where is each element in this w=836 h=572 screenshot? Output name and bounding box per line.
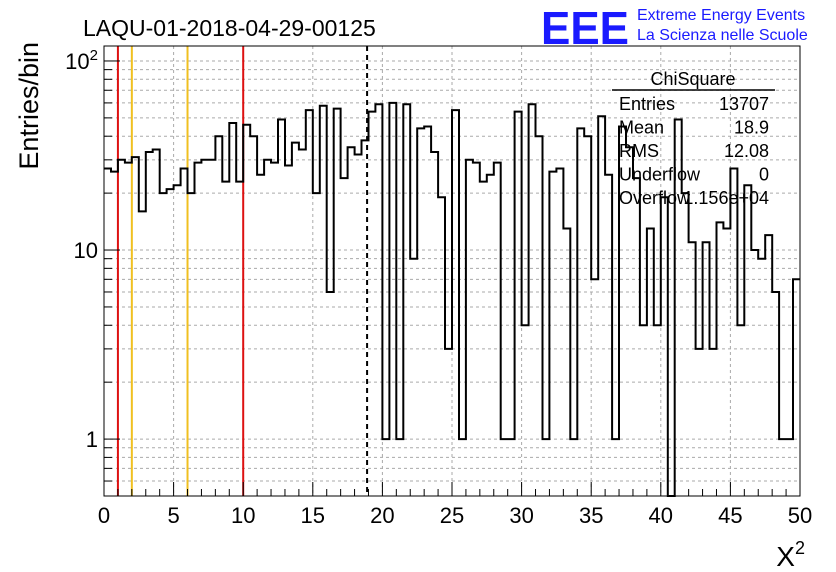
x-tick-label: 15: [301, 503, 325, 528]
x-tick-label: 25: [440, 503, 464, 528]
stats-row-value: 1.156e+04: [683, 188, 769, 208]
x-tick-label: 5: [167, 503, 179, 528]
stats-row-value: 13707: [719, 94, 769, 114]
eee-logo: EEE Extreme Energy Events La Scienza nel…: [541, 2, 808, 54]
stats-row-value: 0: [759, 165, 769, 185]
y-axis-label: Entries/bin: [14, 42, 44, 170]
axis-ticks: [103, 60, 801, 497]
stats-row-value: 12.08: [724, 141, 769, 161]
stats-box: ChiSquare Entries 13707 Mean 18.9 RMS 12.08 Un…: [612, 69, 775, 208]
x-axis-label: X2: [776, 538, 805, 572]
stats-row-label: Underflow: [619, 165, 701, 185]
stats-row-label: RMS: [619, 141, 659, 161]
x-tick-label: 45: [718, 503, 742, 528]
chart-title: LAQU-01-2018-04-29-00125: [83, 15, 376, 41]
stats-title: ChiSquare: [650, 69, 735, 89]
stats-row-label: Entries: [619, 94, 675, 114]
x-tick-label: 10: [231, 503, 255, 528]
x-tick-label: 35: [579, 503, 603, 528]
stats-row-label: Overflow: [619, 188, 691, 208]
stats-row-label: Mean: [619, 118, 664, 138]
axis-tick-labels: 0 5 10 15 20 25 30 35 40 45 50 1 10 102: [65, 47, 812, 528]
x-tick-label: 0: [98, 503, 110, 528]
x-tick-label: 40: [649, 503, 673, 528]
x-tick-label: 50: [788, 503, 812, 528]
logo-mark: EEE: [541, 2, 629, 54]
y-tick-label: 102: [65, 47, 98, 74]
x-tick-label: 30: [509, 503, 533, 528]
x-tick-label: 20: [370, 503, 394, 528]
y-tick-label: 10: [74, 238, 98, 263]
histogram-line: [104, 101, 800, 497]
logo-line-1: Extreme Energy Events: [637, 7, 805, 24]
stats-row-value: 18.9: [734, 118, 769, 138]
logo-line-2: La Scienza nelle Scuole: [637, 27, 808, 44]
marker-lines: [116, 46, 369, 496]
y-tick-label: 1: [86, 427, 98, 452]
